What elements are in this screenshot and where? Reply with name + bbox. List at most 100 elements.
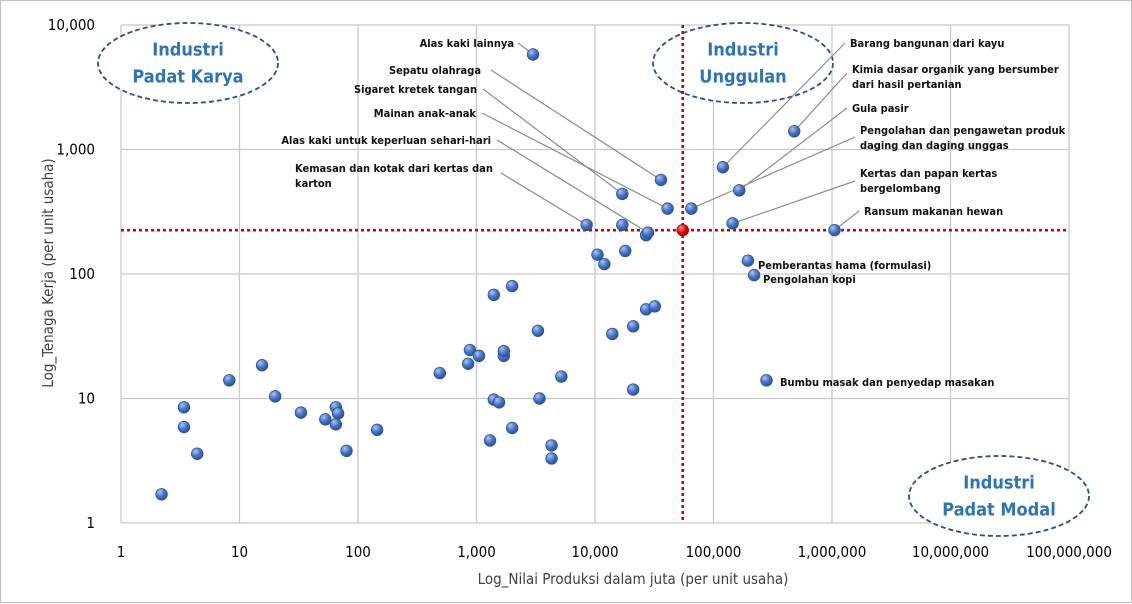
annotation-leader-line [732,180,856,224]
annotation-text: Pengolahan dan pengawetan produk [860,124,1066,137]
annotation-leader-line [793,72,848,132]
y-tick-label: 10 [78,390,95,408]
data-point [619,244,632,258]
annotation-text: Pengolahan kopi [763,273,856,286]
data-point [828,223,841,237]
annotation-label: Barang bangunan dari kayu [850,37,1004,50]
annotation-text: Barang bangunan dari kayu [850,37,1004,50]
x-axis-title: Log_Nilai Produksi dalam juta (per unit … [478,570,789,589]
data-point [370,423,384,437]
annotation-leader-line [500,172,587,226]
data-point [648,300,662,313]
data-point [580,218,593,232]
x-tick-label: 10,000 [571,543,618,561]
data-point [483,434,497,447]
gridlines [120,24,1070,524]
data-point [716,161,730,174]
quadrant-label-text: Industri [152,40,224,61]
y-tick-label: 1,000 [56,141,95,159]
annotation-label: Ransum makanan hewan [864,205,1003,218]
annotation-text: Kertas dan papan kertas [860,167,997,180]
data-points [155,48,841,501]
quadrant-ellipse [97,22,279,104]
annotation-text: karton [295,177,332,190]
data-point [177,420,191,434]
annotation-label: Pemberantas hama (formulasi) [758,259,931,272]
annotation-leader-line [482,88,623,195]
data-point [760,374,773,387]
data-point [555,370,568,383]
annotation-text: bergelombang [860,182,941,195]
annotation-label: Alas kaki untuk keperluan sehari-hari [281,134,491,147]
annotation-leader-line [691,136,856,210]
data-point [626,383,640,396]
x-tick-label: 1,000,000 [798,543,867,561]
data-point [329,418,343,431]
data-point [461,357,475,370]
annotation-label: Kimia dasar organik yang bersumber dari h… [852,63,1059,91]
annotation-text: Kimia dasar organik yang bersumber [852,63,1059,76]
data-point [641,226,655,239]
annotation-leader-line [722,42,846,168]
annotation-label: Sigaret kretek tangan [354,83,477,96]
quadrant-label-bottom-right: Industri Padat Modal [908,455,1090,537]
annotation-label: Pengolahan kopi [763,273,856,286]
annotation-text: Kemasan dan kotak dari kertas dan [295,162,493,175]
annotation-label: Pengolahan dan pengawetan produk daging d… [860,124,1066,152]
data-point [533,392,546,405]
reference-lines [121,25,1069,523]
annotation-label: Bumbu masak dan penyedap masakan [780,376,994,389]
x-tick-label: 100,000,000 [1026,543,1112,561]
annotation-leader-line [490,69,662,181]
data-point [255,359,269,372]
annotation-text: Sigaret kretek tangan [354,83,477,96]
annotation-label: Kertas dan papan kertas bergelombang [860,167,997,195]
y-tick-label: 1 [86,514,95,532]
annotation-leader-line [481,112,668,210]
data-point [545,452,558,465]
annotation-leader-line [738,107,848,191]
quadrant-label-top-left: Industri Padat Karya [97,22,279,104]
annotation-text: Mainan anak-anak [374,107,477,120]
quadrant-ellipse [652,22,834,104]
data-point [741,254,755,267]
annotation-label: Sepatu olahraga [389,64,481,77]
data-point [733,184,746,197]
x-tick-label: 100 [345,543,371,561]
x-tick-label: 100,000 [686,543,742,561]
data-point [319,413,332,426]
data-point [331,407,345,420]
data-point [294,406,308,419]
data-point [661,202,674,215]
data-point [726,217,739,230]
quadrant-label-text: Padat Karya [132,67,243,88]
data-point [606,327,619,341]
reference-point [676,223,689,237]
quadrant-label-text: Padat Modal [942,500,1056,521]
data-point [177,401,191,414]
annotation-text: Ransum makanan hewan [864,205,1003,218]
data-point [472,349,486,363]
data-point [155,488,168,501]
quadrant-label-text: Industri [963,473,1035,494]
quadrant-label-text: Industri [707,40,779,61]
x-tick-label: 10 [231,543,248,561]
data-point [545,439,558,452]
annotation-text: Pemberantas hama (formulasi) [758,259,931,272]
x-tick-label: 1,000 [457,543,496,561]
annotation-label: Kemasan dan kotak dari kertas dan karton [295,162,493,190]
annotation-text: Alas kaki untuk keperluan sehari-hari [281,134,491,147]
annotation-leaders [481,42,860,234]
data-point [626,320,640,333]
annotation-leader-line [496,139,649,234]
data-point [268,390,282,403]
data-point [591,248,604,261]
data-point [616,218,629,232]
data-point [654,173,668,187]
annotation-label: Gula pasir [852,102,909,115]
data-point [531,324,545,337]
annotation-label: Alas kaki lainnya [420,37,514,50]
